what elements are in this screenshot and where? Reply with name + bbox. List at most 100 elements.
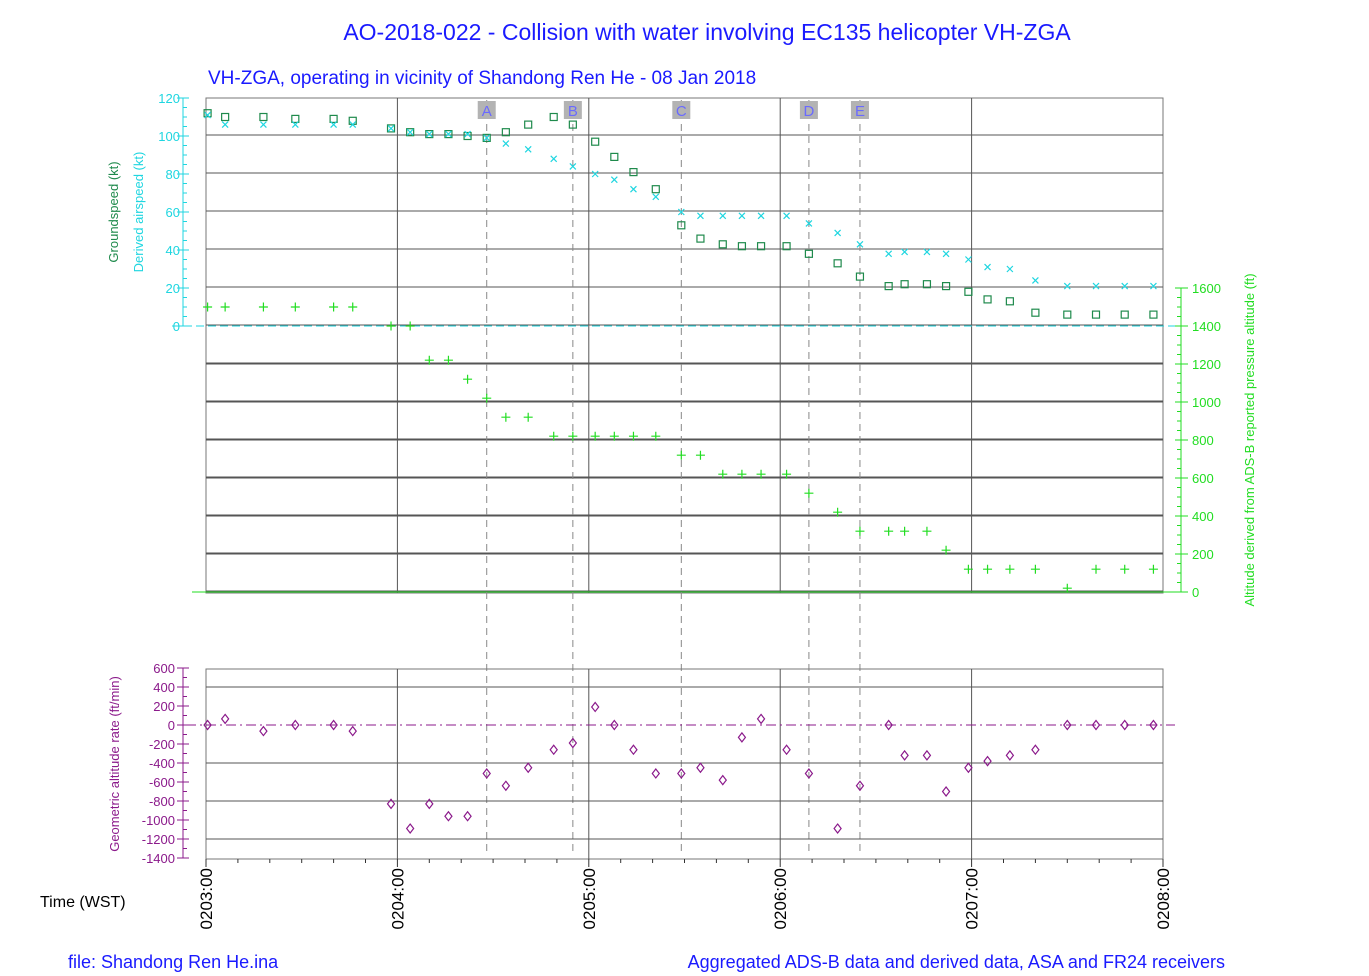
vrate-tick-label: -1000 (142, 813, 175, 828)
altitude-point (804, 488, 814, 498)
event-tag-d (799, 101, 818, 119)
altitude-tick-label: 1000 (1192, 395, 1221, 410)
altitude-point (782, 469, 792, 479)
groundspeed-axis-label: Groundspeed (kt) (106, 161, 121, 262)
airspeed-point (330, 121, 338, 129)
airspeed-point (291, 121, 299, 129)
speed-tick-label: 120 (158, 91, 180, 106)
altitude-tick-label: 0 (1192, 585, 1199, 600)
vrate-point (501, 780, 511, 792)
altitude-point (676, 450, 686, 460)
vrate-point (291, 719, 300, 731)
altitude-tick-label: 800 (1192, 433, 1214, 448)
altitude-point (833, 507, 843, 517)
airspeed-point (677, 208, 685, 216)
vrate-point (405, 823, 415, 835)
altitude-axis: 0 200 400 600 800 1000 1200 1400 1600 Altitude de… (1175, 273, 1257, 607)
time-tick-label: 0206:00 (771, 868, 790, 929)
event-tag-e (850, 101, 869, 119)
altitude-point (590, 431, 600, 441)
groundspeed-point (1005, 297, 1014, 306)
airspeed-point (259, 121, 267, 129)
x-axis: 0203:00 0204:00 0205:00 0206:00 0207:00 0208:… (197, 859, 1173, 929)
altitude-point (884, 526, 894, 536)
altitude-tick-label: 1400 (1192, 319, 1221, 334)
vrate-point (855, 780, 865, 792)
airspeed-point (1150, 282, 1157, 290)
groundspeed-point (386, 124, 396, 133)
speed-tick-label: 0 (173, 319, 180, 334)
altitude-point (424, 355, 434, 365)
vrate-tick-label: -600 (149, 775, 175, 790)
groundspeed-point (221, 112, 230, 122)
vrate-point (463, 810, 472, 822)
altitude-point (405, 321, 415, 331)
groundspeed-point (329, 114, 338, 124)
altitude-point (922, 526, 932, 536)
altitude-point (1005, 564, 1015, 574)
groundspeed-point (782, 242, 791, 251)
airspeed-point (942, 250, 950, 258)
altitude-point (1030, 564, 1040, 574)
airspeed-point (591, 170, 599, 178)
airspeed-point (630, 185, 637, 193)
vrate-point (756, 713, 766, 725)
groundspeed-point (406, 128, 415, 137)
groundspeed-point (651, 185, 660, 194)
event-markers: A B C D E (477, 100, 869, 851)
groundspeed-point (1091, 310, 1101, 319)
event-tag-c (672, 101, 691, 119)
airspeed-point (697, 212, 704, 220)
speed-axis: 0 20 40 60 80 100 120 Groundspeed (kt) Derived a… (106, 91, 189, 334)
vrate-point (696, 762, 705, 774)
altitude-point (348, 302, 358, 312)
vrate-point (1031, 744, 1040, 756)
groundspeed-point (1120, 310, 1129, 319)
altitude-point (1062, 583, 1072, 593)
groundspeed-point (259, 112, 268, 122)
event-label-e: E (855, 103, 865, 120)
speed-tick-label: 100 (158, 129, 180, 144)
vrate-point (900, 749, 909, 761)
altitude-point (628, 431, 638, 441)
vrate-tick-label: -800 (149, 794, 175, 809)
altitude-point (1120, 564, 1130, 574)
airspeed-point (1092, 282, 1100, 290)
airspeed-point (349, 121, 357, 129)
groundspeed-point (756, 242, 766, 251)
airspeed-point (923, 248, 931, 256)
altitude-point (737, 469, 747, 479)
groundspeed-point (964, 287, 973, 296)
altitude-tick-label: 600 (1192, 471, 1214, 486)
vrate-point (922, 749, 932, 761)
groundspeed-point (696, 234, 705, 243)
altitude-point (855, 526, 865, 536)
vrate-tick-label: -1400 (142, 851, 175, 866)
vrate-axis: 600 400 200 0 -200 -400 -600 -800 -1000 -1200 -140… (107, 661, 189, 866)
altitude-point (718, 469, 728, 479)
altitude-point (609, 431, 619, 441)
altitude-point (963, 564, 973, 574)
airspeed-point (885, 250, 893, 258)
groundspeed-point (549, 112, 558, 122)
vrate-point (1063, 719, 1072, 731)
vrate-point (629, 744, 638, 756)
airspeed-point (856, 240, 864, 248)
altitude-point (220, 302, 230, 312)
vrate-point (804, 767, 814, 779)
airspeed-point (1121, 282, 1129, 290)
vrate-point (590, 701, 600, 713)
vrate-point (329, 719, 338, 731)
vrate-point (718, 774, 728, 786)
groundspeed-point (291, 114, 300, 124)
groundspeed-point (737, 242, 747, 251)
vrate-point (782, 744, 791, 756)
vrate-point (941, 786, 951, 797)
airspeed-point (719, 212, 727, 220)
groundspeed-point (1031, 308, 1040, 317)
event-tag-b (563, 101, 582, 119)
vrate-point (482, 767, 491, 779)
groundspeed-point (677, 221, 686, 230)
altitude-point (386, 321, 396, 331)
